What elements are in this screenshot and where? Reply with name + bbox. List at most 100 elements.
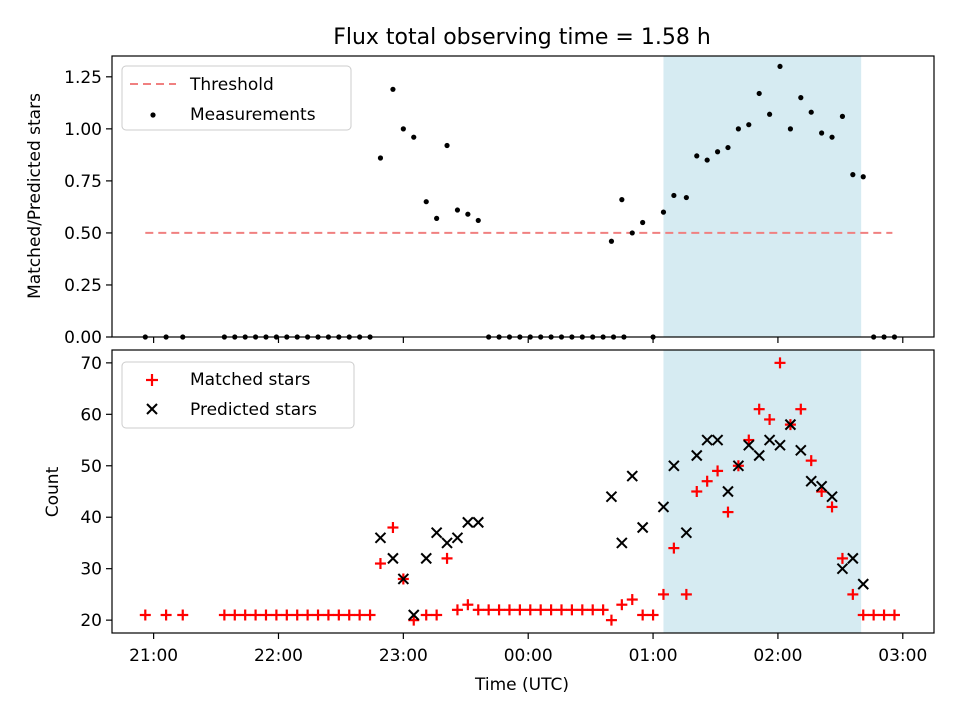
measurement-point bbox=[746, 122, 752, 128]
x-tick-label: 02:00 bbox=[753, 646, 802, 666]
matched-star-point bbox=[524, 604, 536, 616]
measurement-point bbox=[819, 130, 825, 136]
y-tick-label: 60 bbox=[80, 405, 102, 425]
matched-star-point bbox=[722, 506, 734, 518]
measurement-point bbox=[725, 144, 731, 151]
predicted-star-point bbox=[763, 434, 776, 446]
matched-star-point bbox=[626, 594, 638, 606]
matched-star-point bbox=[408, 614, 420, 626]
predicted-star-point bbox=[605, 490, 618, 503]
matched-star-point bbox=[888, 609, 900, 621]
predicted-star-point bbox=[722, 485, 734, 498]
legend-matched-label: Matched stars bbox=[190, 370, 310, 390]
x-tick-label: 23:00 bbox=[379, 646, 428, 666]
y-tick-label: 30 bbox=[80, 560, 102, 580]
top-legend: Threshold Measurements bbox=[121, 65, 352, 131]
measurement-point bbox=[704, 157, 710, 163]
matched-star-point bbox=[816, 486, 828, 497]
predicted-star-point bbox=[441, 537, 453, 549]
y-tick-label: 0.50 bbox=[64, 224, 102, 244]
matched-star-point bbox=[753, 403, 765, 415]
measurement-point bbox=[454, 207, 461, 213]
measurement-point bbox=[400, 126, 406, 132]
matched-star-point bbox=[555, 604, 567, 616]
predicted-star-point bbox=[857, 578, 869, 590]
matched-star-point bbox=[545, 604, 557, 616]
top-axes: 0.00 0.25 0.50 0.75 1.00 1.25 bbox=[64, 68, 904, 348]
predicted-star-point bbox=[732, 460, 745, 472]
matched-star-point bbox=[239, 609, 251, 621]
predicted-star-point bbox=[847, 552, 859, 565]
matched-star-point bbox=[616, 599, 628, 611]
x-tick-label: 03:00 bbox=[878, 646, 927, 666]
matched-star-point bbox=[503, 604, 515, 616]
matched-star-point bbox=[462, 599, 474, 611]
predicted-star-point bbox=[743, 439, 755, 451]
x-tick-label: 22:00 bbox=[254, 646, 303, 666]
matched-star-point bbox=[250, 609, 262, 621]
y-tick-label: 1.00 bbox=[64, 120, 102, 140]
predicted-star-point bbox=[711, 434, 724, 446]
matched-star-point bbox=[826, 501, 838, 513]
top-panel: 0.00 0.25 0.50 0.75 1.00 1.25 Matched/Predict… bbox=[25, 55, 935, 348]
matched-star-point bbox=[847, 588, 859, 600]
top-plot-frame bbox=[111, 55, 935, 338]
matched-star-point bbox=[637, 609, 649, 621]
matched-star-point bbox=[836, 552, 848, 564]
matched-star-point bbox=[680, 588, 692, 600]
measurement-point bbox=[660, 209, 667, 215]
matched-star-point bbox=[218, 609, 230, 621]
measurement-point bbox=[777, 63, 783, 70]
matched-star-point bbox=[587, 604, 599, 616]
matched-star-point bbox=[576, 604, 588, 616]
matched-star-point bbox=[647, 609, 659, 621]
measurement-point bbox=[850, 172, 856, 178]
measurement-point bbox=[377, 155, 384, 161]
measurement-point bbox=[829, 134, 835, 140]
predicted-star-point bbox=[836, 562, 849, 575]
measurement-point bbox=[767, 111, 773, 117]
top-legend-box bbox=[121, 65, 352, 131]
matched-star-point bbox=[774, 357, 786, 369]
y-tick-label: 0.00 bbox=[64, 328, 102, 348]
y-tick-label: 40 bbox=[80, 508, 102, 528]
chart-title: Flux total observing time = 1.58 h bbox=[333, 25, 711, 50]
measurement-point bbox=[808, 109, 814, 115]
matched-star-point bbox=[374, 558, 386, 570]
measurement-point bbox=[390, 86, 396, 92]
measurement-points bbox=[142, 63, 898, 340]
predicted-star-point bbox=[701, 434, 713, 446]
predicted-star-point bbox=[680, 526, 693, 539]
matched-star-point bbox=[139, 609, 151, 621]
measurement-point bbox=[411, 134, 417, 140]
measurement-point bbox=[839, 113, 846, 119]
matched-star-point bbox=[535, 604, 547, 616]
bottom-legend: Matched stars Predicted stars bbox=[121, 361, 355, 429]
y-tick-label: 0.25 bbox=[64, 276, 102, 296]
predicted-star-point bbox=[397, 573, 410, 585]
matched-star-point bbox=[322, 609, 334, 621]
predicted-star-point bbox=[636, 521, 649, 534]
measurement-point bbox=[434, 215, 440, 221]
matched-star-point bbox=[743, 434, 755, 446]
matched-star-point bbox=[312, 609, 324, 621]
matched-star-point bbox=[281, 609, 293, 621]
bottom-ylabel: Count bbox=[43, 466, 63, 517]
matched-star-point bbox=[333, 609, 345, 621]
legend-measurements-label: Measurements bbox=[190, 105, 316, 125]
measurement-point bbox=[787, 126, 794, 132]
matched-star-point bbox=[805, 455, 817, 467]
matched-star-point bbox=[431, 609, 443, 621]
matched-star-point bbox=[605, 614, 617, 626]
matched-star-point bbox=[302, 609, 314, 621]
legend-measurements-swatch bbox=[150, 112, 156, 118]
matched-star-point bbox=[712, 465, 724, 477]
matched-star-point bbox=[764, 413, 776, 425]
bottom-xlabel: Time (UTC) bbox=[474, 675, 569, 695]
matched-star-point bbox=[229, 609, 241, 621]
predicted-star-point bbox=[626, 470, 638, 482]
predicted-star-point bbox=[784, 418, 797, 431]
predicted-star-point bbox=[387, 552, 399, 565]
measurement-point bbox=[756, 90, 762, 97]
top-highlight-span bbox=[663, 56, 862, 337]
